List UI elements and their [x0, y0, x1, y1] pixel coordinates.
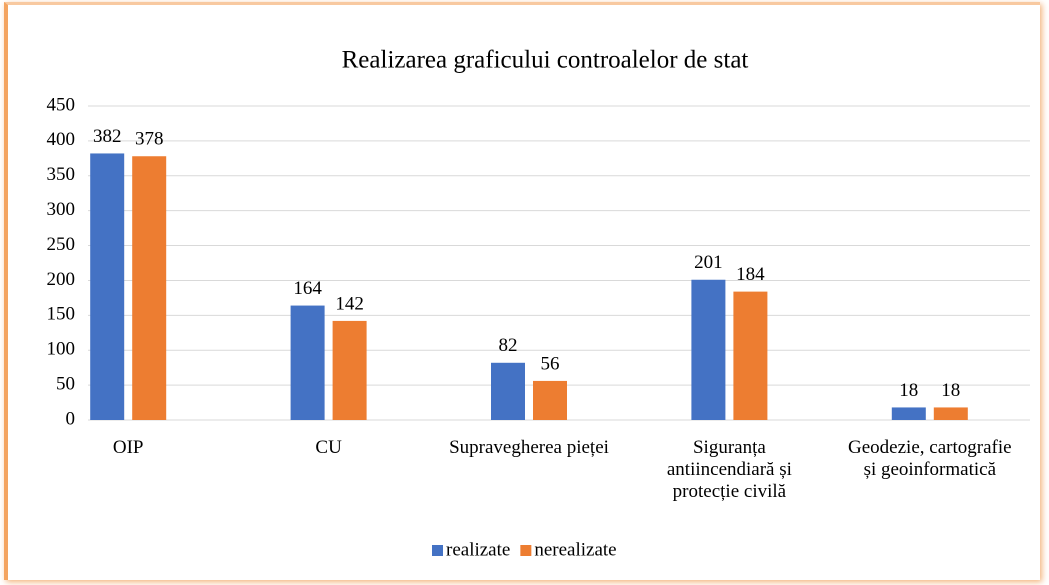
data-label: 18 [941, 380, 960, 401]
bar [90, 153, 125, 420]
bar [533, 380, 567, 420]
x-tick-label: OIP [112, 437, 144, 458]
data-label: 201 [694, 252, 723, 273]
bar [491, 362, 525, 420]
x-tick-label: Siguranța antiincendiară și protecție ci… [666, 437, 792, 502]
bar [733, 291, 768, 420]
bar [132, 156, 167, 421]
y-tick-label: 400 [47, 129, 76, 150]
x-tick-label: CU [315, 437, 342, 458]
y-tick-label: 0 [66, 408, 76, 429]
legend-swatch [520, 545, 532, 556]
x-tick-label: Geodezie, cartografie și geoinformatică [848, 437, 1012, 480]
y-tick-label: 200 [47, 269, 76, 290]
y-tick-label: 300 [47, 199, 76, 220]
y-tick-label: 100 [47, 339, 76, 360]
y-tick-label: 450 [47, 94, 76, 115]
frame [4, 2, 1040, 580]
data-label: 164 [293, 278, 322, 299]
legend-swatch [432, 545, 443, 556]
data-label: 382 [93, 126, 122, 147]
chart-title: Realizarea graficului controalelor de st… [342, 47, 749, 74]
data-label: 142 [335, 293, 364, 314]
y-tick-label: 50 [56, 373, 75, 394]
bar [332, 320, 367, 420]
x-tick-label: Supravegherea pieței [449, 437, 609, 458]
y-tick-label: 150 [47, 304, 76, 325]
data-label: 56 [541, 353, 560, 374]
y-tick-label: 350 [47, 164, 76, 185]
data-label: 18 [899, 380, 918, 401]
bar [891, 407, 926, 420]
data-label: 378 [135, 129, 164, 150]
y-tick-label: 250 [47, 234, 76, 255]
data-label: 82 [499, 335, 518, 356]
legend-label: realizate [446, 539, 510, 560]
bar [290, 305, 325, 420]
bar [691, 279, 726, 420]
legend-label: nerealizate [534, 539, 616, 560]
bar [933, 407, 968, 420]
data-label: 184 [736, 264, 765, 285]
